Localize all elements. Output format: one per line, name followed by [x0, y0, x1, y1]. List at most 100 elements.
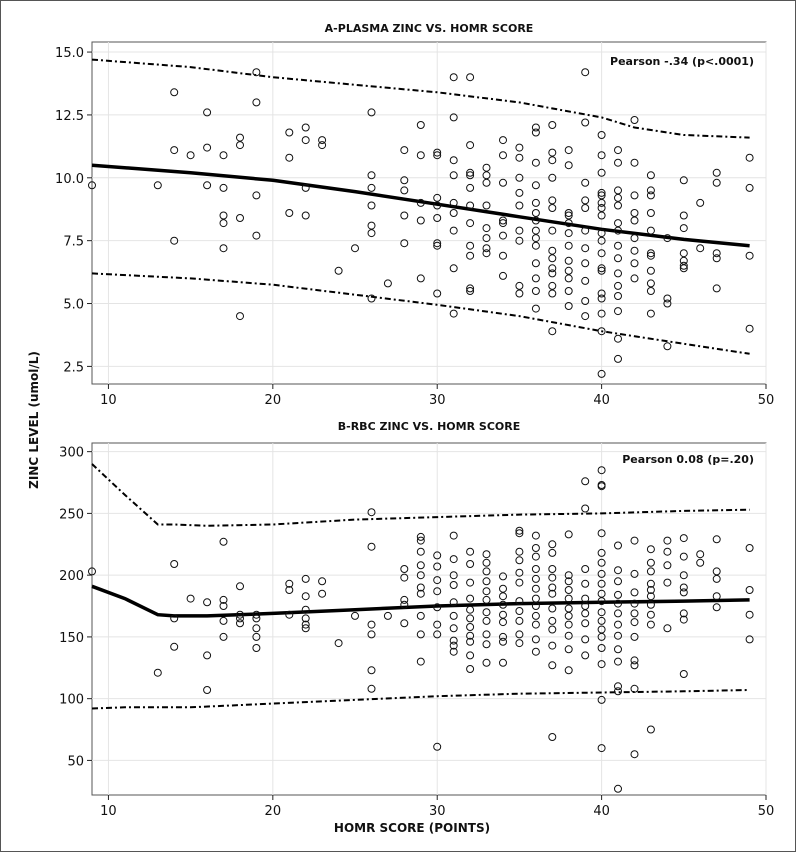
plasma-plot-area	[91, 41, 767, 385]
plasma-data-point	[614, 226, 622, 235]
rbc-data-point	[334, 639, 343, 648]
plasma-data-point	[712, 284, 721, 293]
rbc-data-point	[597, 482, 606, 491]
rbc-data-point	[646, 558, 655, 567]
rbc-data-point	[614, 599, 622, 608]
rbc-data-point	[482, 608, 491, 617]
plasma-data-point	[285, 209, 294, 217]
plasma-data-point	[482, 234, 491, 243]
plasma-pearson-annotation: Pearson -.34 (p<.0001)	[610, 55, 754, 68]
plasma-data-point	[597, 309, 606, 318]
rbc-data-point	[597, 569, 606, 578]
rbc-title: B-RBC ZINC VS. HOMR SCORE	[338, 420, 520, 433]
rbc-data-point	[203, 686, 212, 694]
plasma-data-point	[581, 196, 590, 205]
rbc-data-point	[236, 619, 244, 628]
rbc-data-point	[515, 607, 524, 615]
rbc-data-point	[581, 565, 590, 573]
plasma-data-point	[630, 246, 639, 255]
rbc-data-point	[548, 616, 557, 625]
plasma-data-point	[745, 183, 754, 192]
rbc-data-point	[219, 595, 228, 604]
plasma-data-point	[400, 211, 409, 220]
plasma-data-point	[663, 299, 672, 308]
rbc-data-point	[285, 579, 294, 588]
plasma-data-point	[614, 292, 622, 300]
rbc-data-point	[499, 600, 507, 609]
rbc-data-point	[581, 504, 590, 513]
rbc-data-point	[663, 578, 672, 587]
rbc-data-point	[351, 611, 359, 620]
rbc-data-point	[712, 603, 721, 612]
plasma-data-point	[548, 289, 557, 298]
rbc-data-point	[219, 616, 228, 625]
plasma-data-point	[614, 269, 622, 278]
rbc-prediction-bands	[91, 463, 750, 710]
rbc-ytick-label: 100	[59, 693, 84, 708]
plasma-data-point	[466, 219, 475, 228]
rbc-data-point	[679, 571, 688, 580]
rbc-data-point	[581, 635, 590, 644]
rbc-data-point	[449, 611, 458, 620]
rbc-data-point	[466, 614, 475, 623]
rbc-data-point	[597, 466, 606, 475]
plasma-data-point	[614, 201, 622, 210]
plasma-data-point	[646, 251, 655, 260]
plasma-data-point	[663, 342, 672, 351]
plasma-xtick-label: 40	[593, 393, 610, 408]
rbc-data-point	[597, 597, 606, 606]
rbc-data-point	[531, 611, 540, 620]
plasma-data-point	[646, 186, 655, 195]
plasma-data-point	[564, 266, 573, 275]
plasma-data-point	[219, 244, 228, 253]
rbc-data-point	[170, 614, 179, 623]
plasma-data-point	[203, 181, 212, 190]
plasma-data-point	[285, 128, 294, 137]
plasma-data-point	[597, 151, 606, 160]
plasma-data-point	[153, 181, 162, 190]
plasma-data-point	[614, 219, 622, 228]
plasma-data-point	[745, 153, 754, 162]
rbc-data-point	[482, 630, 491, 639]
rbc-data-point	[531, 635, 540, 644]
plasma-data-point	[564, 161, 573, 170]
rbc-data-point	[367, 666, 376, 675]
rbc-data-point	[663, 547, 672, 556]
rbc-data-point	[646, 600, 655, 609]
plasma-data-point	[367, 171, 376, 180]
plasma-data-point	[597, 168, 606, 177]
rbc-data-point	[367, 620, 376, 629]
plasma-data-point	[466, 201, 475, 210]
plasma-data-point	[630, 116, 639, 124]
rbc-data-point	[318, 577, 327, 586]
rbc-data-point	[581, 477, 590, 486]
rbc-data-point	[236, 582, 244, 591]
rbc-trend-line	[91, 584, 750, 618]
plasma-data-point	[219, 219, 228, 228]
rbc-data-point	[219, 632, 228, 641]
plasma-data-point	[482, 201, 491, 210]
rbc-data-point	[548, 589, 557, 598]
rbc-data-point	[466, 637, 475, 646]
plasma-data-point	[499, 216, 507, 225]
rbc-data-point	[581, 579, 590, 588]
plasma-data-point	[433, 148, 442, 157]
plasma-data-point	[252, 98, 261, 107]
plasma-data-point	[663, 294, 672, 303]
rbc-data-point	[597, 695, 606, 704]
rbc-data-point	[630, 632, 639, 641]
rbc-data-point	[614, 590, 622, 599]
plasma-data-point	[531, 158, 540, 167]
plasma-data-point	[696, 198, 705, 207]
plasma-data-point	[466, 251, 475, 260]
rbc-data-point	[564, 530, 573, 539]
rbc-ytick-label: 200	[59, 569, 84, 584]
plasma-data-point	[614, 146, 622, 155]
rbc-data-point	[564, 666, 573, 675]
rbc-data-point	[581, 609, 590, 618]
rbc-data-point	[88, 567, 96, 576]
rbc-data-point	[252, 644, 261, 652]
rbc-data-point	[449, 641, 458, 650]
rbc-ytick-label: 150	[59, 631, 84, 646]
rbc-data-point	[564, 645, 573, 654]
